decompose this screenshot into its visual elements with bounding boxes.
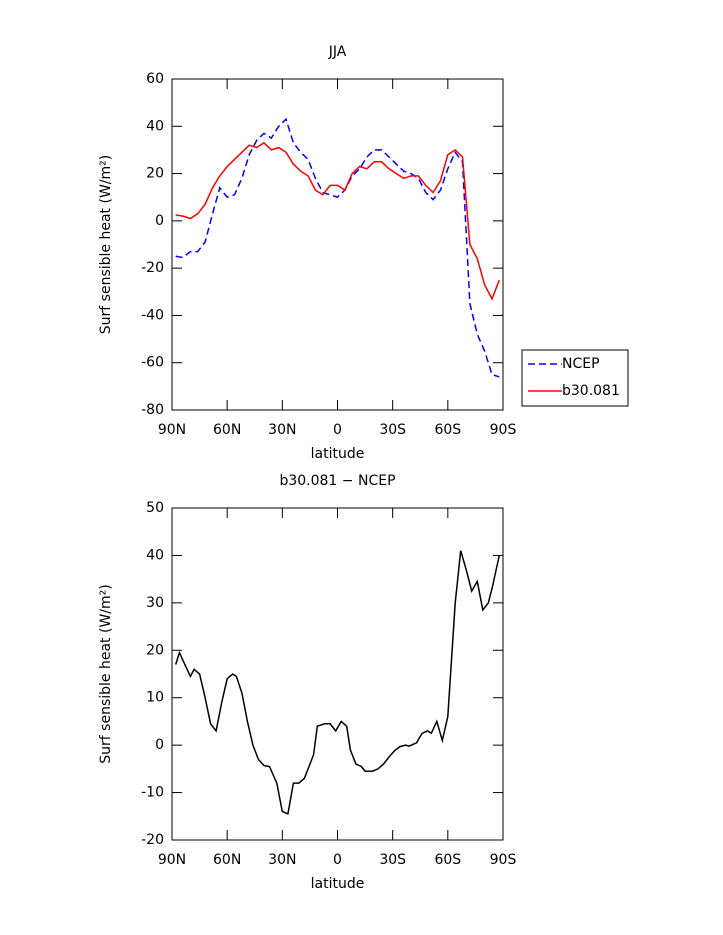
x-tick-label: 90S [490, 422, 517, 438]
x-tick-label: 0 [333, 852, 342, 868]
y-tick-label: 40 [146, 547, 164, 563]
y-tick-label: 20 [146, 166, 164, 182]
x-axis-label: latitude [311, 876, 365, 892]
y-tick-label: 0 [155, 737, 164, 753]
x-tick-label: 0 [333, 422, 342, 438]
x-tick-label: 90N [158, 422, 186, 438]
y-tick-label: -60 [141, 355, 164, 371]
x-tick-label: 60N [213, 852, 241, 868]
data-line [174, 550, 501, 815]
y-tick-label: 20 [146, 642, 164, 658]
y-tick-label: -40 [141, 307, 164, 323]
x-tick-label: 60N [213, 422, 241, 438]
y-axis-label: Surf sensible heat (W/m²) [98, 155, 114, 334]
y-tick-label: 40 [146, 118, 164, 134]
plot-frame [171, 78, 504, 411]
x-tick-label: 60S [434, 852, 461, 868]
x-tick-label: 60S [434, 422, 461, 438]
y-tick-label: 50 [146, 500, 164, 516]
data-line [175, 141, 500, 301]
y-axis-label: Surf sensible heat (W/m²) [98, 584, 114, 763]
x-tick-label: 30N [268, 422, 296, 438]
y-tick-label: 60 [146, 71, 164, 87]
x-tick-label: 90S [490, 852, 517, 868]
chart-title: b30.081 − NCEP [279, 473, 395, 489]
chart-title: JJA [328, 44, 347, 60]
legend-box [521, 349, 629, 407]
y-tick-label: 0 [155, 213, 164, 229]
x-tick-label: 30S [379, 422, 406, 438]
x-tick-label: 30N [268, 852, 296, 868]
y-tick-label: -80 [141, 402, 164, 418]
y-tick-label: 10 [146, 690, 164, 706]
data-line [175, 117, 500, 378]
x-tick-label: 90N [158, 852, 186, 868]
legend-label: NCEP [562, 356, 600, 372]
y-tick-label: -20 [141, 260, 164, 276]
legend-label: b30.081 [562, 383, 620, 399]
x-tick-label: 30S [379, 852, 406, 868]
x-axis-label: latitude [311, 446, 365, 462]
plot-frame [171, 507, 504, 841]
y-tick-label: -20 [141, 832, 164, 848]
y-tick-label: 30 [146, 595, 164, 611]
y-tick-label: -10 [141, 785, 164, 801]
